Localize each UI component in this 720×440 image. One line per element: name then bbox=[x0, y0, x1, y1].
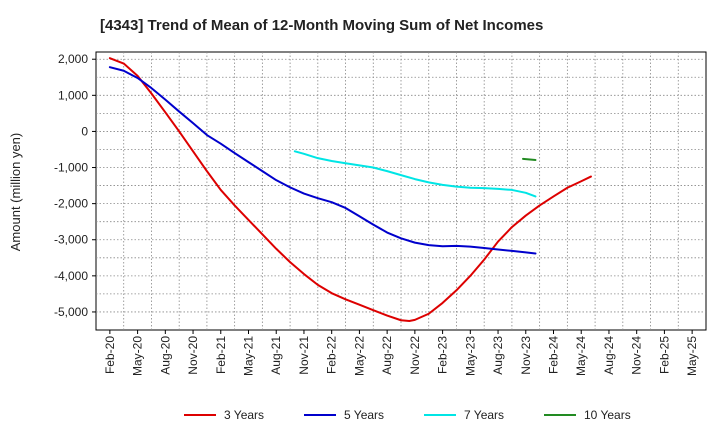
y-tick-label: 0 bbox=[81, 124, 88, 138]
y-tick-label: -3,000 bbox=[54, 233, 88, 247]
series-layer bbox=[108, 57, 592, 322]
x-tick-label: Nov-21 bbox=[297, 336, 311, 375]
y-tick-label: -5,000 bbox=[54, 305, 88, 319]
y-tick-label: -2,000 bbox=[54, 197, 88, 211]
x-tick-label: Feb-23 bbox=[436, 336, 450, 374]
y-axis-label: Amount (million yen) bbox=[8, 133, 23, 252]
y-tick-label: -1,000 bbox=[54, 161, 88, 175]
y-tick-label: 2,000 bbox=[58, 52, 88, 66]
x-tick-label: Nov-23 bbox=[519, 336, 533, 375]
x-tick-label: May-24 bbox=[574, 336, 588, 376]
legend-label-7-years: 7 Years bbox=[464, 408, 504, 422]
legend: 3 Years 5 Years 7 Years 10 Years bbox=[184, 408, 631, 422]
y-tick-label: -4,000 bbox=[54, 269, 88, 283]
x-tick-label: Aug-24 bbox=[602, 336, 616, 375]
x-tick-label: Feb-20 bbox=[103, 336, 117, 374]
x-tick-label: Aug-21 bbox=[269, 336, 283, 375]
x-tick-label: Nov-22 bbox=[408, 336, 422, 375]
x-tick-label: May-22 bbox=[352, 336, 366, 376]
x-tick-label: Feb-22 bbox=[325, 336, 339, 374]
x-tick-label: May-25 bbox=[685, 336, 699, 376]
x-tick-label: May-21 bbox=[242, 336, 256, 376]
x-tick-label: Aug-20 bbox=[158, 336, 172, 375]
x-tick-label: Nov-24 bbox=[630, 336, 644, 375]
x-tick-label: Feb-25 bbox=[657, 336, 671, 374]
x-tick-label: Feb-21 bbox=[214, 336, 228, 374]
plot-area bbox=[95, 51, 707, 331]
x-tick-label: Nov-20 bbox=[186, 336, 200, 375]
legend-label-3-years: 3 Years bbox=[224, 408, 264, 422]
x-tick-label: May-23 bbox=[463, 336, 477, 376]
series-line-5-years bbox=[108, 66, 537, 255]
series-line-3-years bbox=[108, 57, 592, 322]
series-line-10-years bbox=[522, 157, 537, 161]
chart-title: [4343] Trend of Mean of 12-Month Moving … bbox=[100, 17, 543, 34]
x-tick-label: Aug-23 bbox=[491, 336, 505, 375]
tick-layer: 2,000 1,000 0 -1,000 -2,000 -3,000 -4,000 -5,00… bbox=[54, 52, 699, 376]
x-tick-label: Feb-24 bbox=[547, 336, 561, 374]
y-tick-label: 1,000 bbox=[58, 88, 88, 102]
grid-layer bbox=[96, 52, 706, 330]
series-line-7-years bbox=[293, 150, 537, 198]
x-tick-label: Aug-22 bbox=[380, 336, 394, 375]
x-tick-label: May-20 bbox=[131, 336, 145, 376]
legend-label-10-years: 10 Years bbox=[584, 408, 631, 422]
legend-label-5-years: 5 Years bbox=[344, 408, 384, 422]
